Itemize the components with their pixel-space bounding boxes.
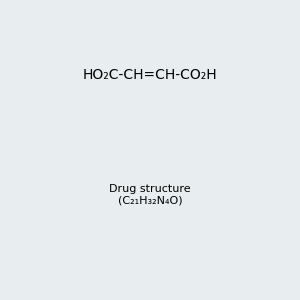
Text: Drug structure
(C₂₁H₃₂N₄O): Drug structure (C₂₁H₃₂N₄O)	[109, 184, 191, 206]
Text: HO₂C-CH=CH-CO₂H: HO₂C-CH=CH-CO₂H	[83, 68, 217, 82]
